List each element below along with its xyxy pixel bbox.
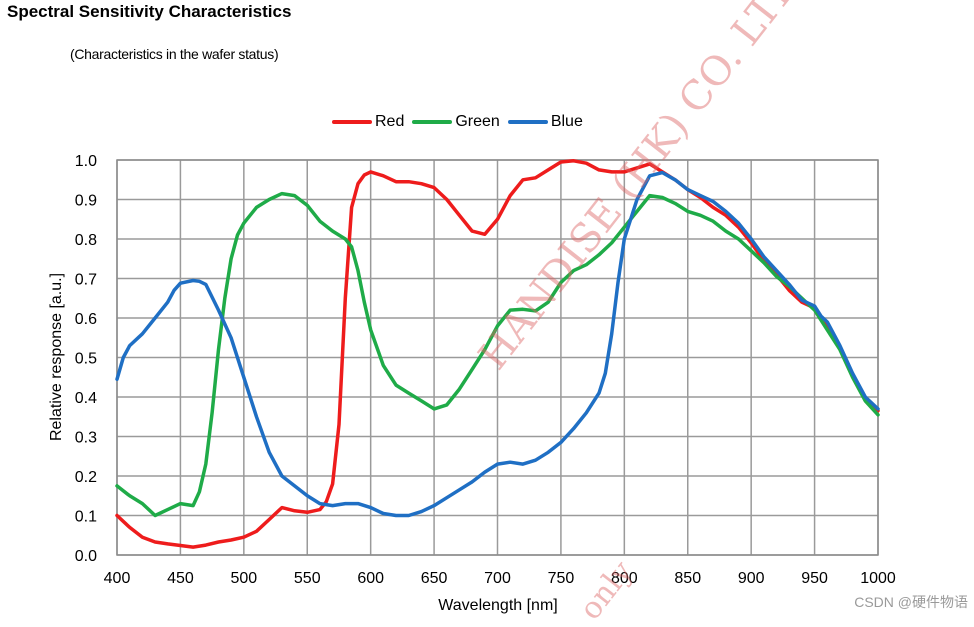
y-axis-label: Relative response [a.u.] xyxy=(48,273,65,441)
y-tick-label: 0.6 xyxy=(75,311,97,328)
legend-item-blue: Blue xyxy=(507,113,583,131)
y-tick-label: 1.0 xyxy=(75,153,97,170)
legend-swatch-green xyxy=(412,120,453,124)
x-tick-label: 500 xyxy=(230,570,257,587)
y-tick-label: 0.2 xyxy=(75,469,97,486)
y-tick-label: 0.1 xyxy=(75,509,97,526)
series-line-red xyxy=(115,159,880,549)
x-tick-label: 850 xyxy=(674,570,701,587)
chart-tick-labels: 400 450 500 550 600 650 700 750 800 850 900 950 1000… xyxy=(75,153,896,587)
legend-swatch-red xyxy=(332,120,372,124)
series-line-green xyxy=(115,191,880,518)
y-tick-label: 0.3 xyxy=(75,430,97,447)
chart-title: Spectral Sensitivity Characteristics xyxy=(7,2,292,21)
x-tick-label: 700 xyxy=(484,570,511,587)
y-tick-label: 0.8 xyxy=(75,232,97,249)
x-axis-label: Wavelength [nm] xyxy=(438,597,557,614)
x-tick-label: 650 xyxy=(421,570,448,587)
legend-label-blue: Blue xyxy=(550,113,583,130)
x-tick-label: 950 xyxy=(801,570,828,587)
x-tick-label: 900 xyxy=(738,570,765,587)
y-tick-label: 0.4 xyxy=(75,390,97,407)
y-tick-label: 0.9 xyxy=(75,193,97,210)
x-tick-label: 800 xyxy=(611,570,638,587)
x-tick-label: 450 xyxy=(167,570,194,587)
legend-swatch-blue xyxy=(507,120,548,124)
chart-series xyxy=(115,159,880,549)
series-line-blue xyxy=(115,170,880,518)
legend-label-green: Green xyxy=(455,113,500,130)
x-tick-label: 750 xyxy=(548,570,575,587)
legend-item-red: Red xyxy=(332,113,404,131)
x-tick-label: 600 xyxy=(357,570,384,587)
x-tick-label: 550 xyxy=(294,570,321,587)
chart-subtitle: (Characteristics in the wafer status) xyxy=(70,46,279,62)
chart-legend: Red Green Blue xyxy=(332,113,591,131)
y-tick-label: 0.0 xyxy=(75,548,97,565)
legend-label-red: Red xyxy=(375,113,405,130)
y-tick-label: 0.7 xyxy=(75,272,97,289)
footer-watermark: CSDN @硬件物语 xyxy=(854,594,968,610)
x-tick-label: 400 xyxy=(104,570,131,587)
plot-border xyxy=(116,159,879,556)
x-tick-label: 1000 xyxy=(860,570,896,587)
chart-axes xyxy=(116,159,879,556)
y-tick-label: 0.5 xyxy=(75,351,97,368)
legend-item-green: Green xyxy=(412,113,500,131)
